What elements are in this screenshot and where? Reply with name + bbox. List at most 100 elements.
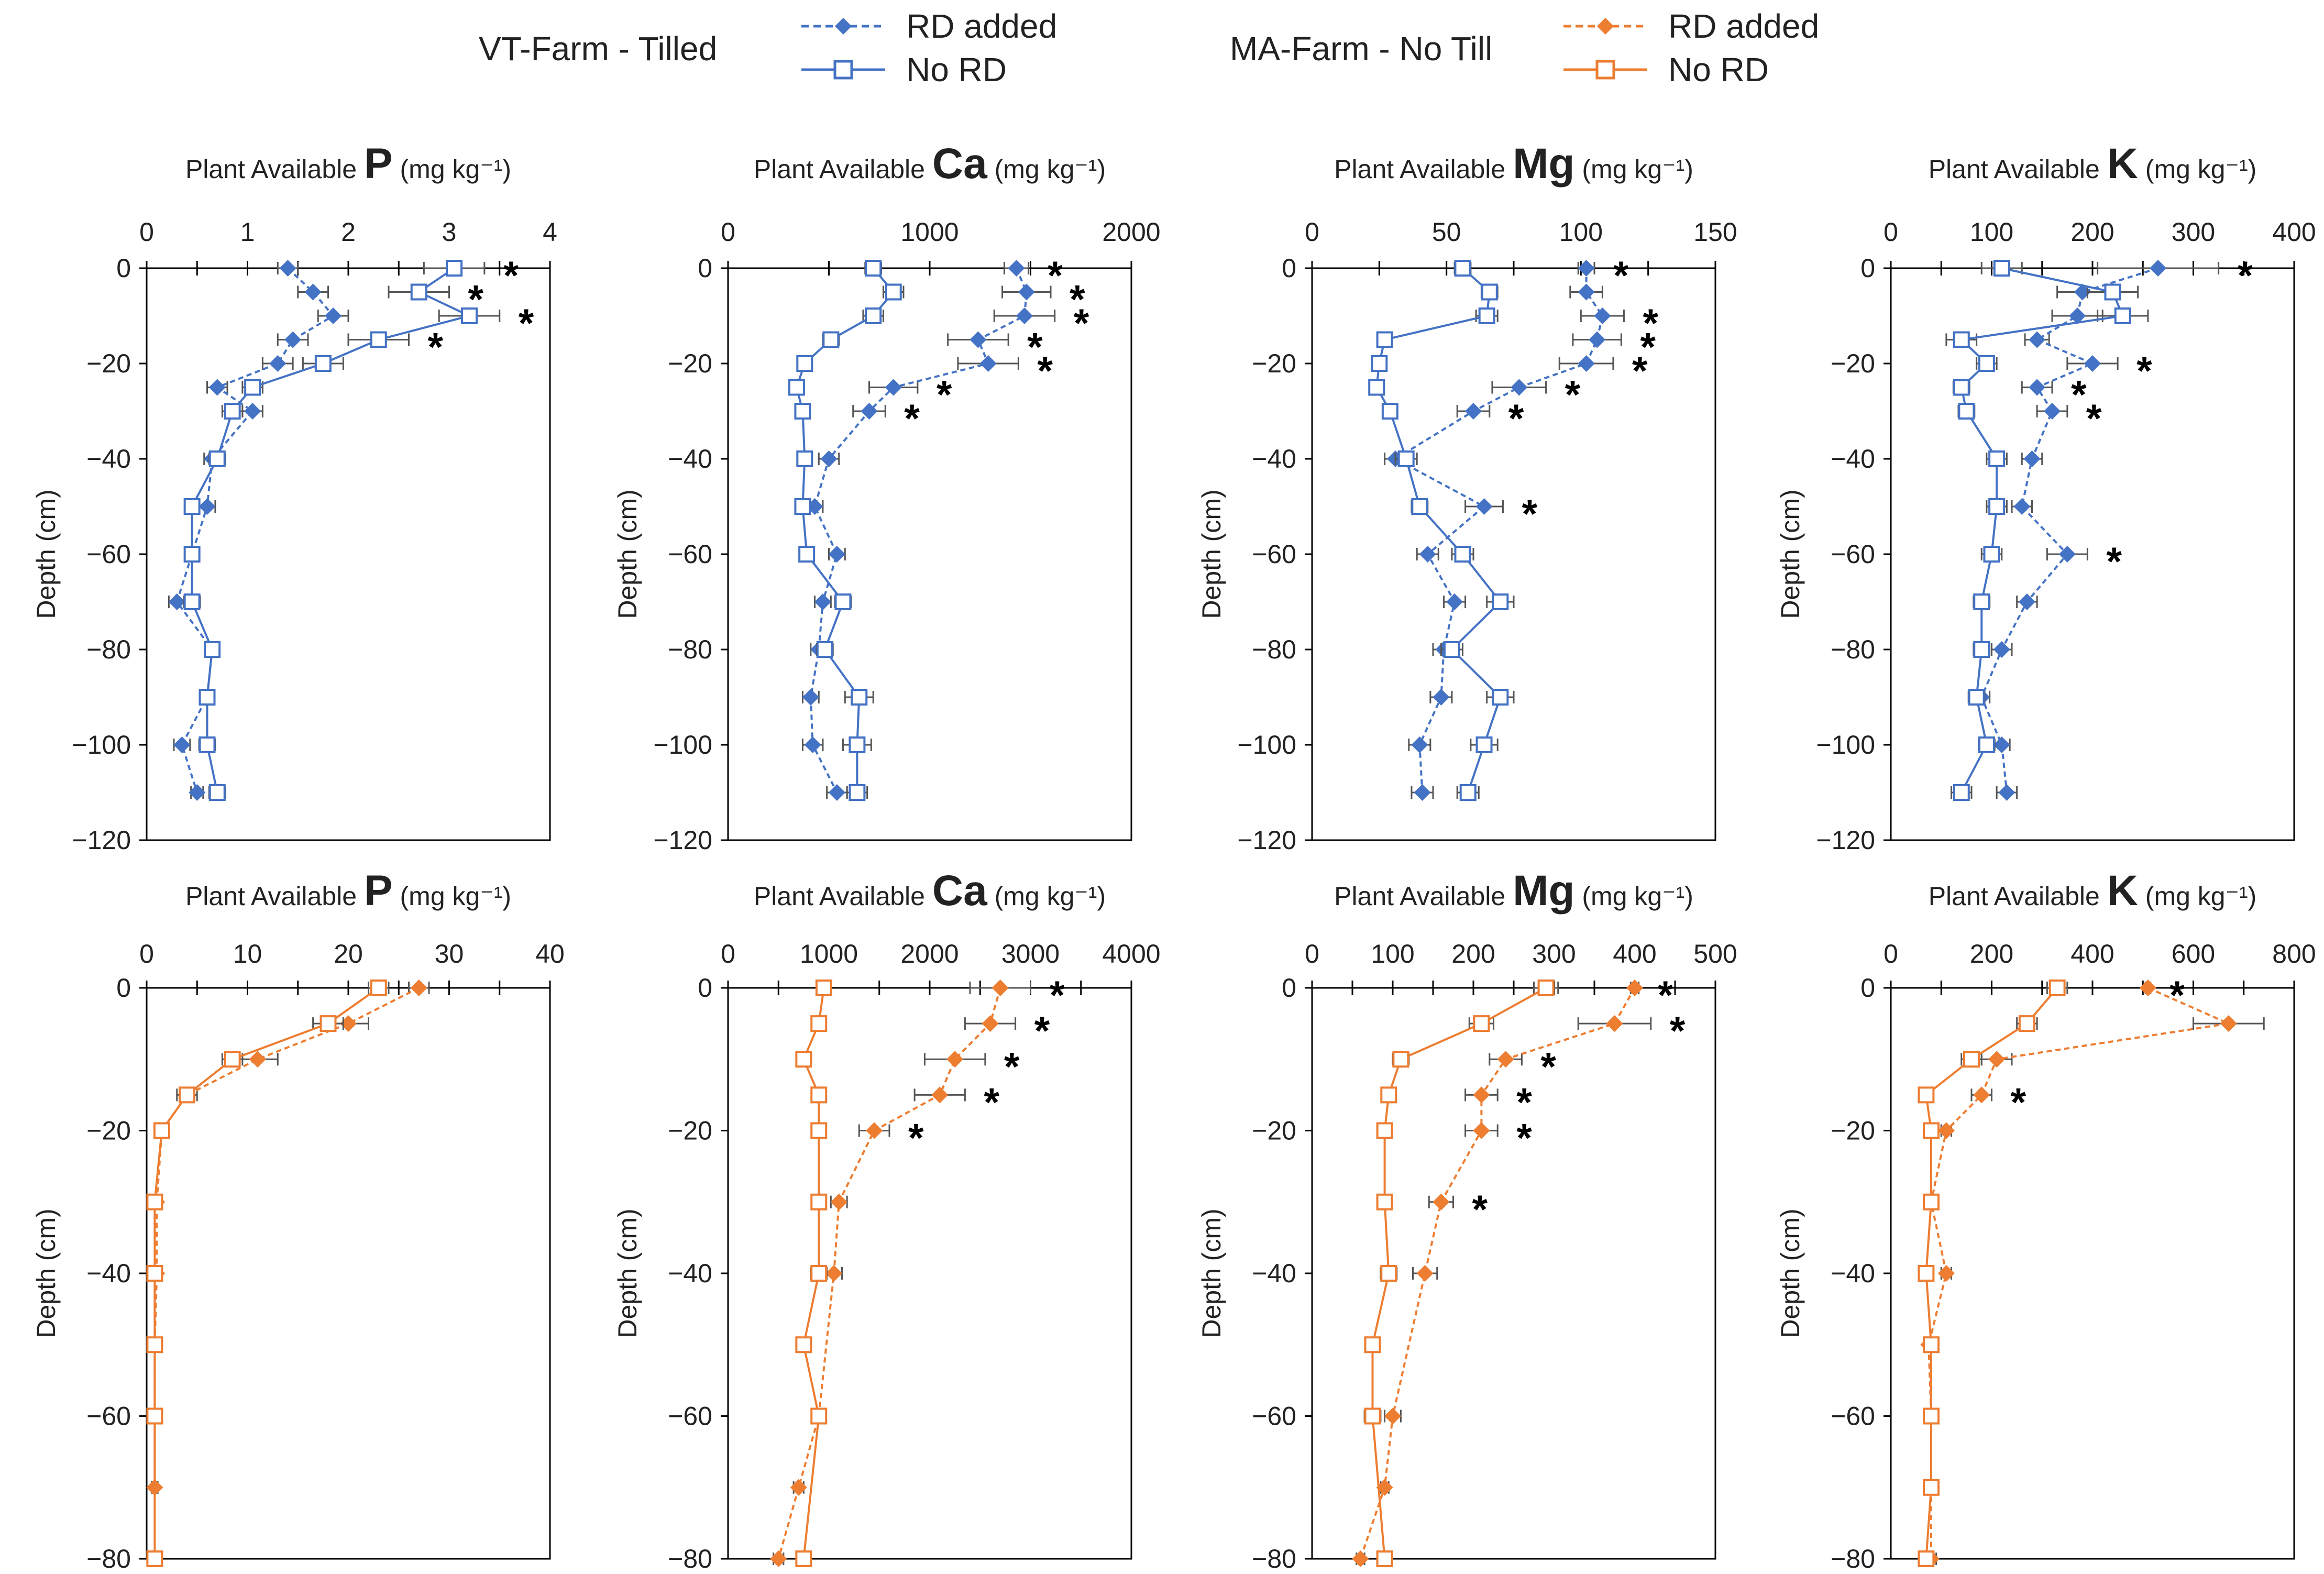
series-no-rd (788, 260, 905, 801)
x-tick-label: 0 (1305, 939, 1319, 968)
significance-star: * (2071, 373, 2087, 417)
title-unit: (mg kg⁻¹) (393, 882, 511, 911)
data-point (2139, 979, 2156, 996)
y-tick-label: −60 (1831, 540, 1875, 569)
panel-vt-k: Plant Available K (mg kg⁻¹) 0 100 200 300 400… (1776, 140, 2316, 855)
data-point (1953, 784, 1970, 801)
significance-star: * (1034, 1009, 1050, 1053)
data-point (1380, 1265, 1397, 1282)
data-point (224, 403, 241, 420)
data-point (865, 307, 882, 324)
y-tick-label: −60 (86, 540, 131, 569)
data-point (1973, 1086, 1990, 1104)
data-point (1578, 283, 1595, 301)
significance-star: * (1670, 1009, 1686, 1053)
data-point (1446, 593, 1463, 610)
x-tick-label: 0 (1884, 939, 1898, 968)
data-point (2044, 403, 2061, 420)
data-point (1376, 1122, 1393, 1139)
data-point (1988, 498, 2006, 515)
data-point (802, 689, 819, 706)
data-point (1492, 593, 1509, 610)
legend-vt-rd-marker (835, 18, 852, 35)
data-point (2018, 1015, 2035, 1032)
data-point (146, 1550, 163, 1567)
y-tick-label: −40 (668, 444, 712, 474)
data-point (244, 379, 261, 396)
data-point (1384, 1407, 1401, 1425)
data-point (2048, 979, 2066, 996)
x-tick-label: 2000 (900, 939, 959, 968)
data-point (1443, 641, 1460, 658)
panel-title-vt-k: Plant Available K (mg kg⁻¹) (1929, 140, 2257, 188)
x-tick-label: 3 (442, 217, 457, 247)
series-line (1928, 987, 2232, 1559)
data-point (249, 1051, 266, 1068)
significance-star: * (1004, 1044, 1020, 1089)
title-unit: (mg kg⁻¹) (393, 155, 511, 184)
legend: VT-Farm - Tilled RD added No RD MA-Farm … (479, 7, 1819, 89)
data-point (1454, 546, 1471, 563)
y-axis-label: Depth (cm) (1776, 1208, 1805, 1338)
data-point (795, 1550, 812, 1567)
data-point (2150, 260, 2167, 277)
legend-ma-farm: MA-Farm - No Till (1230, 30, 1492, 68)
data-point (1016, 307, 1033, 324)
data-point (1419, 546, 1436, 563)
data-point (828, 784, 845, 801)
plot-frame (146, 987, 551, 1560)
legend-ma-rd-marker (1597, 18, 1614, 35)
data-point (1008, 260, 1025, 277)
x-tick-label: 1000 (900, 217, 959, 247)
series-no-rd (146, 979, 390, 1567)
data-point (1589, 331, 1606, 348)
y-tick-label: −120 (1237, 825, 1296, 855)
x-tick-label: 1000 (800, 939, 858, 968)
data-point (794, 403, 811, 420)
significance-star: * (468, 278, 484, 322)
title-prefix: Plant Available (185, 882, 364, 911)
data-point (1953, 379, 1970, 396)
series-rd-added (1352, 979, 1652, 1567)
series-no-rd (795, 979, 832, 1567)
series-no-rd (1918, 979, 2068, 1567)
data-point (795, 1051, 812, 1068)
x-tick-label: 200 (1970, 939, 2013, 968)
data-point (1626, 979, 1643, 996)
significance-star: * (1613, 254, 1629, 298)
data-point (1968, 689, 1985, 706)
y-tick-label: −40 (1831, 1259, 1875, 1288)
plot-frame (1890, 267, 2295, 841)
data-point (1923, 1407, 1940, 1425)
title-unit: (mg kg⁻¹) (987, 882, 1106, 911)
data-point (1459, 784, 1477, 801)
data-point (1376, 1193, 1393, 1210)
x-tick-label: 2000 (1102, 217, 1160, 247)
data-point (970, 331, 987, 348)
data-point (1918, 1550, 1935, 1567)
y-tick-label: −120 (72, 825, 131, 855)
series-rd-added (1920, 979, 2265, 1567)
data-point (1973, 641, 1990, 658)
data-point (146, 1336, 163, 1353)
y-tick-label: 0 (698, 254, 712, 283)
title-element: Ca (932, 867, 988, 915)
panel-title-vt-mg: Plant Available Mg (mg kg⁻¹) (1334, 140, 1693, 188)
series-no-rd (183, 260, 501, 801)
y-tick-label: −20 (1252, 1116, 1296, 1146)
y-tick-label: 0 (116, 973, 131, 1003)
data-point (1473, 1122, 1490, 1139)
x-tick-label: 0 (1884, 217, 1898, 247)
data-point (1433, 689, 1450, 706)
data-point (1988, 450, 2006, 467)
data-point (410, 979, 427, 996)
data-point (304, 283, 322, 301)
data-point (183, 546, 201, 563)
panel-vt-ca: Plant Available Ca (mg kg⁻¹) 0 1000 2000 0 −2… (613, 140, 1161, 855)
y-tick-label: −40 (1252, 1259, 1296, 1288)
x-tick-label: 30 (435, 939, 464, 968)
data-point (810, 1265, 828, 1282)
title-prefix: Plant Available (1334, 882, 1513, 911)
data-point (822, 331, 840, 348)
y-tick-label: −20 (668, 1116, 712, 1146)
